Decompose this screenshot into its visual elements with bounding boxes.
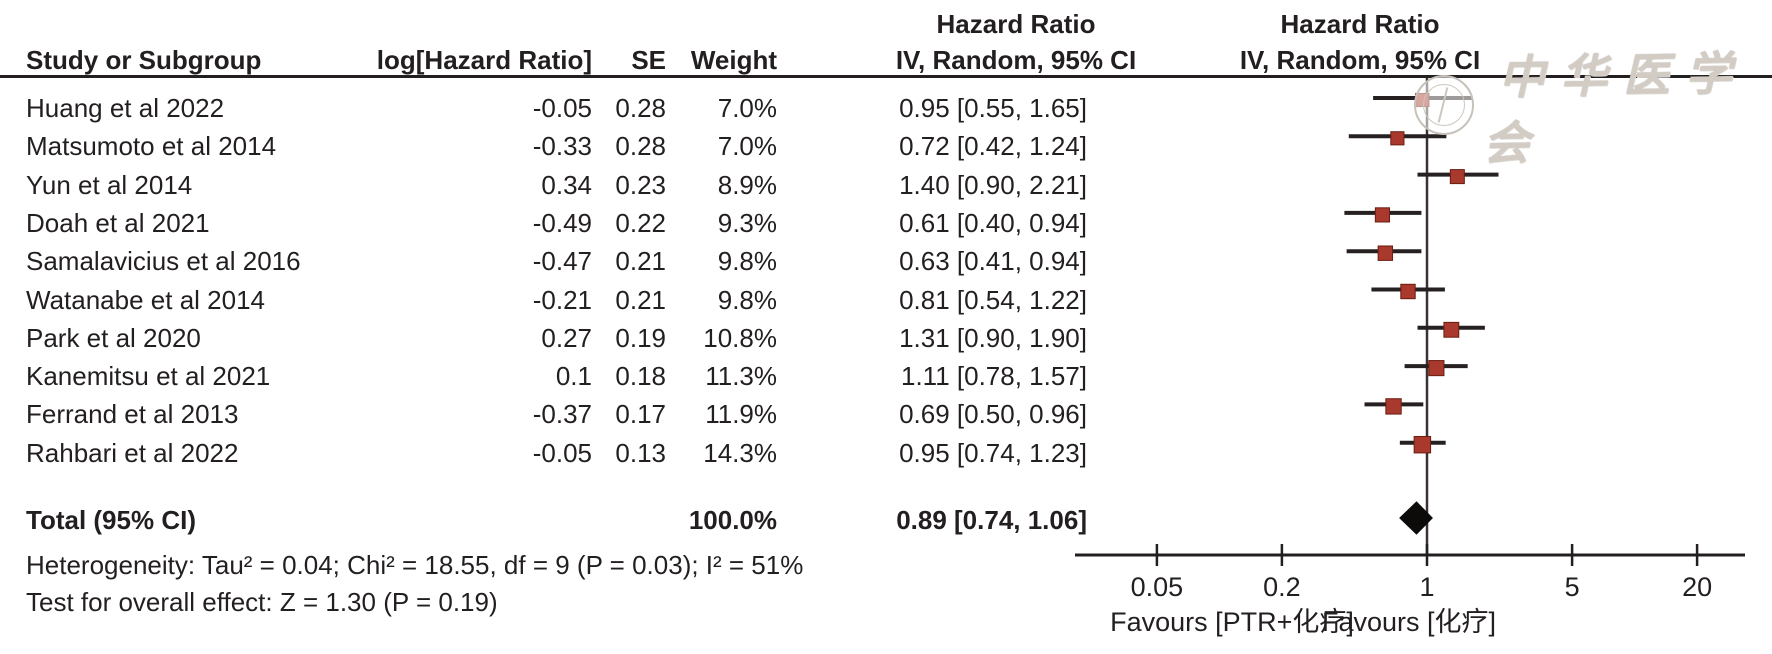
svg-text:Favours [PTR+化疗]: Favours [PTR+化疗] xyxy=(1110,607,1354,637)
log-hr-value: -0.21 xyxy=(532,284,592,315)
svg-text:20: 20 xyxy=(1682,572,1712,602)
log-hr-value: -0.05 xyxy=(532,437,592,468)
ci-value: 0.81 [0.54, 1.22] xyxy=(899,284,1087,315)
heterogeneity-text: Heterogeneity: Tau² = 0.04; Chi² = 18.55… xyxy=(26,550,804,580)
ci-value: 0.72 [0.42, 1.24] xyxy=(899,131,1087,162)
study-name: Huang et al 2022 xyxy=(26,93,225,123)
se-value: 0.23 xyxy=(615,169,666,200)
study-name: Matsumoto et al 2014 xyxy=(26,131,277,162)
weight-value: 14.3% xyxy=(703,437,777,468)
study-row: Park et al 2020 0.27 0.19 10.8% 1.31 [0.90, … xyxy=(0,319,1100,357)
se-value: 0.21 xyxy=(615,284,666,315)
log-hr-value: -0.37 xyxy=(532,399,592,430)
study-name: Ferrand et al 2013 xyxy=(26,399,239,430)
svg-text:1: 1 xyxy=(1419,572,1434,602)
header-rule xyxy=(0,75,1772,78)
ci-value: 1.31 [0.90, 1.90] xyxy=(899,322,1087,353)
log-hr-value: 0.27 xyxy=(541,322,592,353)
weight-value: 11.3% xyxy=(705,361,777,392)
study-name: Watanabe et al 2014 xyxy=(26,284,265,315)
study-name: Doah et al 2021 xyxy=(26,207,210,238)
ci-value: 1.11 [0.78, 1.57] xyxy=(901,361,1087,392)
study-row: Doah et al 2021 -0.49 0.22 9.3% 0.61 [0.40, … xyxy=(0,204,1100,242)
column-header-weight: Weight xyxy=(690,45,777,75)
study-row: Kanemitsu et al 2021 0.1 0.18 11.3% 1.11 [0.… xyxy=(0,357,1100,395)
column-header-plot-line2: IV, Random, 95% CI xyxy=(1239,45,1481,75)
study-name: Yun et al 2014 xyxy=(26,169,193,200)
weight-value: 7.0% xyxy=(717,93,777,123)
weight-value: 10.8% xyxy=(703,322,777,353)
ci-value: 0.69 [0.50, 0.96] xyxy=(899,399,1087,430)
weight-value: 8.9% xyxy=(717,169,777,200)
study-row: Yun et al 2014 0.34 0.23 8.9% 1.40 [0.90, 2.… xyxy=(0,166,1100,204)
total-label: Total (95% CI) xyxy=(26,505,196,535)
study-name: Kanemitsu et al 2021 xyxy=(26,361,271,392)
ci-value: 0.95 [0.74, 1.23] xyxy=(899,437,1087,468)
weight-value: 9.8% xyxy=(717,246,777,277)
log-hr-value: 0.1 xyxy=(555,361,592,392)
ci-value: 1.40 [0.90, 2.21] xyxy=(899,169,1087,200)
column-header-effect-line2: IV, Random, 95% CI xyxy=(895,45,1137,75)
ci-value: 0.95 [0.55, 1.65] xyxy=(899,93,1087,123)
column-header-se: SE xyxy=(631,45,666,75)
study-name: Rahbari et al 2022 xyxy=(26,437,239,468)
weight-value: 7.0% xyxy=(717,131,777,162)
ci-value: 0.63 [0.41, 0.94] xyxy=(899,246,1087,277)
se-value: 0.28 xyxy=(615,93,666,123)
se-value: 0.18 xyxy=(615,361,666,392)
weight-value: 11.9% xyxy=(705,399,777,430)
se-value: 0.28 xyxy=(615,131,666,162)
study-row: Watanabe et al 2014 -0.21 0.21 9.8% 0.81 [0.… xyxy=(0,281,1100,319)
ci-value: 0.61 [0.40, 0.94] xyxy=(899,207,1087,238)
log-hr-value: -0.33 xyxy=(532,131,592,162)
se-value: 0.22 xyxy=(615,207,666,238)
column-header-effect-line1: Hazard Ratio xyxy=(936,9,1096,39)
study-name: Samalavicius et al 2016 xyxy=(26,246,301,277)
study-row: Matsumoto et al 2014 -0.33 0.28 7.0% 0.72 [0… xyxy=(0,127,1100,165)
study-name: Park et al 2020 xyxy=(26,322,201,353)
column-header-plot-line1: Hazard Ratio xyxy=(1280,9,1440,39)
svg-text:0.05: 0.05 xyxy=(1131,572,1184,602)
svg-text:Favours [化疗]: Favours [化疗] xyxy=(1322,607,1496,637)
se-value: 0.13 xyxy=(615,437,666,468)
se-value: 0.19 xyxy=(615,322,666,353)
overall-effect-text: Test for overall effect: Z = 1.30 (P = 0… xyxy=(26,587,498,617)
weight-value: 9.8% xyxy=(717,284,777,315)
total-weight: 100.0% xyxy=(688,505,777,535)
log-hr-value: -0.05 xyxy=(532,93,592,123)
svg-text:5: 5 xyxy=(1565,572,1580,602)
svg-text:0.2: 0.2 xyxy=(1263,572,1301,602)
study-row: Rahbari et al 2022 -0.05 0.13 14.3% 0.95 [0.… xyxy=(0,434,1100,472)
study-row: Huang et al 2022 -0.05 0.28 7.0% 0.95 [0.55,… xyxy=(0,89,1100,127)
column-header-loghr: log[Hazard Ratio] xyxy=(376,45,592,75)
se-value: 0.21 xyxy=(615,246,666,277)
se-value: 0.17 xyxy=(615,399,666,430)
total-ci: 0.89 [0.74, 1.06] xyxy=(896,505,1087,535)
study-row: Samalavicius et al 2016 -0.47 0.21 9.8% 0.63… xyxy=(0,242,1100,280)
column-header-study: Study or Subgroup xyxy=(26,45,262,75)
log-hr-value: -0.49 xyxy=(532,207,592,238)
study-row: Ferrand et al 2013 -0.37 0.17 11.9% 0.69 [0.… xyxy=(0,395,1100,433)
log-hr-value: -0.47 xyxy=(532,246,592,277)
log-hr-value: 0.34 xyxy=(541,169,592,200)
weight-value: 9.3% xyxy=(717,207,777,238)
